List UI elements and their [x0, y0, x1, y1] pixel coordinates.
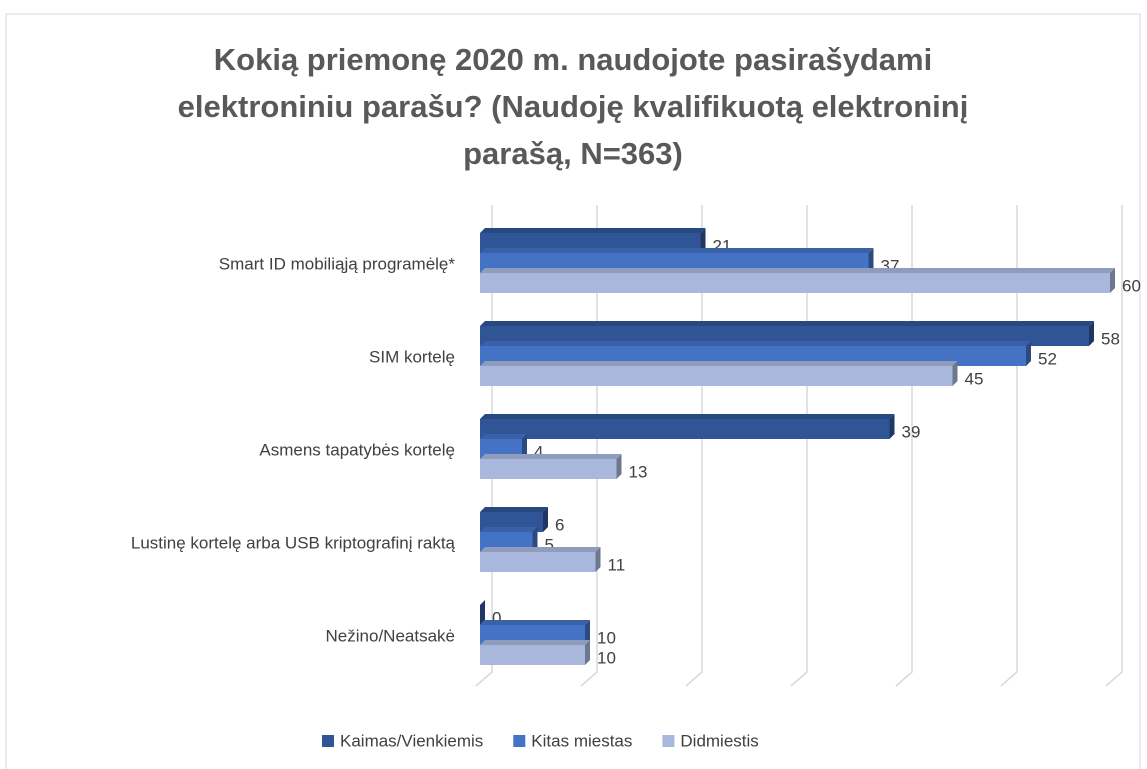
- legend-label: Didmiestis: [680, 731, 758, 750]
- data-label: 10: [597, 628, 616, 647]
- data-label: 39: [902, 422, 921, 441]
- data-label: 6: [555, 515, 564, 534]
- data-label: 52: [1038, 349, 1057, 368]
- legend-label: Kitas miestas: [531, 731, 632, 750]
- bar: [480, 268, 1115, 293]
- bar: [480, 454, 622, 479]
- bar: [480, 414, 895, 439]
- bar: [480, 547, 601, 572]
- category-label: SIM kortelę: [369, 347, 455, 366]
- chart-title: elektroniniu parašu? (Naudoję kvalifikuo…: [178, 89, 969, 124]
- bar: [480, 640, 590, 665]
- legend-label: Kaimas/Vienkiemis: [340, 731, 483, 750]
- data-label: 45: [965, 369, 984, 388]
- data-label: 4: [534, 442, 543, 461]
- chart-title: parašą, N=363): [463, 136, 683, 171]
- data-label: 13: [629, 462, 648, 481]
- bar: [480, 600, 485, 625]
- data-label: 11: [608, 555, 626, 574]
- category-label: Nežino/Neatsakė: [326, 626, 455, 645]
- data-label: 5: [545, 535, 554, 554]
- data-label: 10: [597, 648, 616, 667]
- data-label: 58: [1101, 329, 1120, 348]
- legend-swatch: [322, 735, 334, 747]
- chart-title: Kokią priemonę 2020 m. naudojote pasiraš…: [214, 42, 932, 77]
- grid-line: [1105, 205, 1123, 687]
- category-label: Smart ID mobiliąją programėlę*: [219, 254, 456, 273]
- category-label: Asmens tapatybės kortelę: [259, 440, 455, 459]
- category-label: Lustinę kortelę arba USB kriptografinį r…: [131, 533, 456, 552]
- legend-swatch: [513, 735, 526, 747]
- bar: [480, 361, 958, 386]
- data-label: 60: [1122, 276, 1141, 295]
- data-label: 0: [492, 608, 501, 627]
- legend-swatch: [662, 735, 675, 747]
